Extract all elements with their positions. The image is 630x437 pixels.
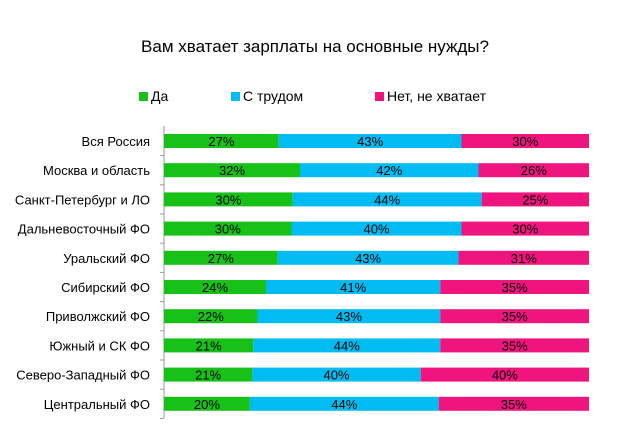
bar-segment <box>164 396 250 411</box>
data-label: 26% <box>521 163 547 178</box>
data-label: 35% <box>502 280 528 295</box>
legend-swatch-net <box>375 92 384 101</box>
category-label: Вся Россия <box>82 134 150 149</box>
data-label: 40% <box>324 368 350 383</box>
bar-segment <box>292 192 482 207</box>
data-label: 35% <box>502 309 528 324</box>
category-label: Приволжский ФО <box>46 309 150 324</box>
data-label: 30% <box>215 222 241 237</box>
bar-segment <box>440 280 589 294</box>
bar-segment <box>164 221 292 236</box>
bar-segment <box>440 309 589 324</box>
data-label: 44% <box>331 397 357 412</box>
bar-segment <box>266 280 441 294</box>
bar-segment <box>461 221 589 236</box>
data-label: 30% <box>512 222 538 237</box>
bar-segment <box>164 367 253 382</box>
category-label: Уральский ФО <box>63 251 150 266</box>
data-label: 27% <box>208 134 234 149</box>
bar-segment <box>278 134 462 148</box>
data-label: 35% <box>501 397 527 412</box>
category-label: Москва и область <box>43 163 150 178</box>
category-label: Дальневосточный ФО <box>18 222 150 237</box>
data-label: 35% <box>502 338 528 353</box>
category-label: Южный и СК ФО <box>49 338 150 353</box>
legend-label-da: Да <box>151 88 169 104</box>
data-label: 41% <box>340 280 366 295</box>
bar-segment <box>252 367 421 382</box>
data-label: 43% <box>357 134 383 149</box>
data-label: 22% <box>198 309 224 324</box>
data-label: 30% <box>512 134 538 149</box>
bar-segment <box>257 309 441 324</box>
category-label: Центральный ФО <box>44 397 150 412</box>
bar-segment <box>164 134 279 148</box>
bar-segment <box>481 192 589 207</box>
bar-segment <box>164 250 278 265</box>
data-label: 44% <box>334 338 360 353</box>
data-label: 20% <box>194 397 220 412</box>
bar-segment <box>164 309 258 324</box>
bar-segment <box>461 134 589 148</box>
data-label: 31% <box>511 251 537 266</box>
legend-item-da: Да <box>139 88 168 104</box>
bar-segment <box>249 396 439 411</box>
data-label: 43% <box>355 251 381 266</box>
legend-item-net: Нет, не хватает <box>375 88 486 104</box>
data-label: 30% <box>215 192 241 207</box>
bar-segment <box>253 338 441 353</box>
bar-segment <box>277 250 459 265</box>
bar-segment <box>164 192 293 207</box>
data-label: 27% <box>208 251 234 266</box>
legend-label-s-trudom: С трудом <box>243 88 304 104</box>
data-label: 24% <box>202 280 228 295</box>
bar-segment <box>440 338 589 353</box>
bar-segment <box>291 221 462 236</box>
category-label: Северо-Западный ФО <box>16 368 150 383</box>
bar-segment <box>164 163 300 178</box>
category-label: Сибирский ФО <box>61 280 150 295</box>
data-label: 32% <box>219 163 245 178</box>
data-label: 25% <box>522 192 548 207</box>
data-label: 43% <box>336 309 362 324</box>
bar-segment <box>478 163 589 178</box>
data-label: 40% <box>363 222 389 237</box>
data-label: 44% <box>374 192 400 207</box>
category-label: Санкт-Петербург и ЛО <box>15 192 150 207</box>
legend-item-s-trudom: С трудом <box>231 88 303 104</box>
data-label: 21% <box>196 338 222 353</box>
legend-swatch-da <box>139 92 148 101</box>
data-label: 40% <box>492 368 518 383</box>
bar-segment <box>164 338 254 353</box>
chart-title: Вам хватает зарплаты на основные нужды? <box>141 37 489 56</box>
bar-segment <box>458 250 589 265</box>
data-label: 21% <box>195 368 221 383</box>
bar-segment <box>420 367 589 382</box>
bar-segment <box>300 163 479 178</box>
data-label: 42% <box>376 163 402 178</box>
legend-label-net: Нет, не хватает <box>387 88 487 104</box>
bar-segment <box>164 280 266 294</box>
legend-swatch-s-trudom <box>231 92 240 101</box>
bar-segment <box>438 396 589 411</box>
